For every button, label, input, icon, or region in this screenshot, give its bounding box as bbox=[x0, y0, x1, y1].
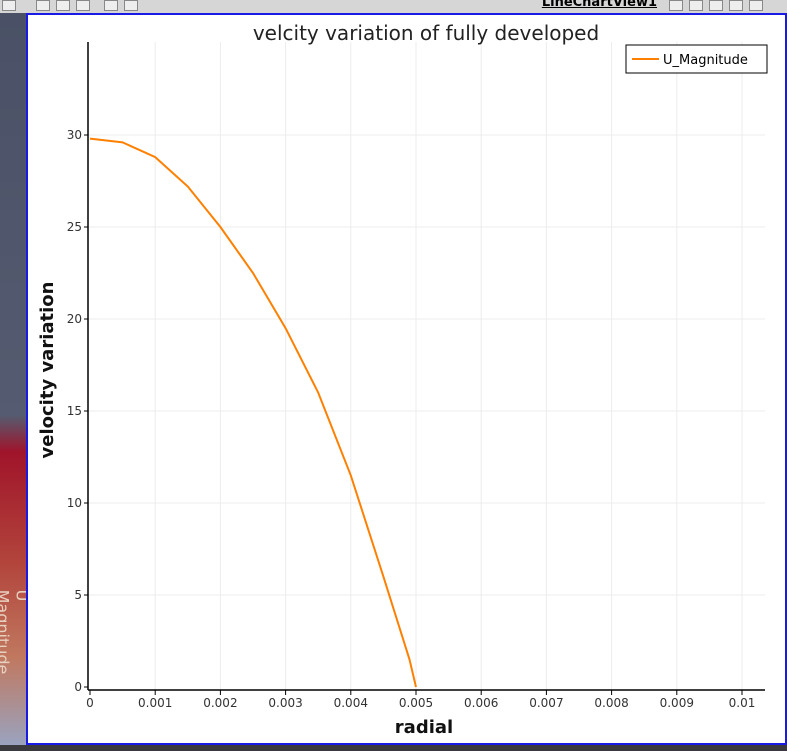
x-tick-label: 0.006 bbox=[464, 696, 498, 710]
chart-title: velcity variation of fully developed bbox=[253, 21, 599, 45]
status-bar bbox=[0, 745, 787, 751]
legend: U_Magnitude bbox=[625, 44, 768, 74]
y-tick-label: 25 bbox=[67, 220, 82, 234]
y-tick-label: 20 bbox=[67, 312, 82, 326]
toolbar-button[interactable] bbox=[2, 0, 16, 11]
x-tick-label: 0 bbox=[86, 696, 94, 710]
x-tick-label: 0.01 bbox=[729, 696, 756, 710]
x-tick-label: 0.009 bbox=[660, 696, 694, 710]
y-tick-label: 5 bbox=[74, 588, 82, 602]
x-tick-label: 0.003 bbox=[268, 696, 302, 710]
toolbar-button[interactable] bbox=[104, 0, 118, 11]
y-tick-label: 30 bbox=[67, 128, 82, 142]
x-axis-label: radial bbox=[395, 717, 453, 738]
toolbar-button[interactable] bbox=[36, 0, 50, 11]
y-tick-label: 10 bbox=[67, 496, 82, 510]
x-tick-label: 0.002 bbox=[203, 696, 237, 710]
x-tick-label: 0.007 bbox=[529, 696, 563, 710]
y-axis-label: velocity variation bbox=[37, 282, 58, 459]
view-toolbar: LineChartView1 bbox=[0, 0, 787, 13]
toolbar-button[interactable] bbox=[124, 0, 138, 11]
x-tick-label: 0.004 bbox=[334, 696, 368, 710]
capture-button[interactable] bbox=[729, 0, 743, 11]
toolbar-button[interactable] bbox=[56, 0, 70, 11]
split-horizontal-button[interactable] bbox=[669, 0, 683, 11]
x-tick-label: 0.005 bbox=[399, 696, 433, 710]
x-tick-label: 0.008 bbox=[594, 696, 628, 710]
close-view-button[interactable] bbox=[749, 0, 763, 11]
maximize-button[interactable] bbox=[709, 0, 723, 11]
view-title: LineChartView1 bbox=[541, 0, 657, 10]
toolbar-button[interactable] bbox=[76, 0, 90, 11]
y-tick-label: 0 bbox=[74, 680, 82, 694]
series-line-U_Magnitude bbox=[89, 137, 417, 688]
split-vertical-button[interactable] bbox=[689, 0, 703, 11]
legend-entry: U_Magnitude bbox=[663, 53, 748, 68]
render-view-panel: U Magnitude bbox=[0, 13, 31, 745]
x-tick-label: 0.001 bbox=[138, 696, 172, 710]
y-tick-label: 15 bbox=[67, 404, 82, 418]
